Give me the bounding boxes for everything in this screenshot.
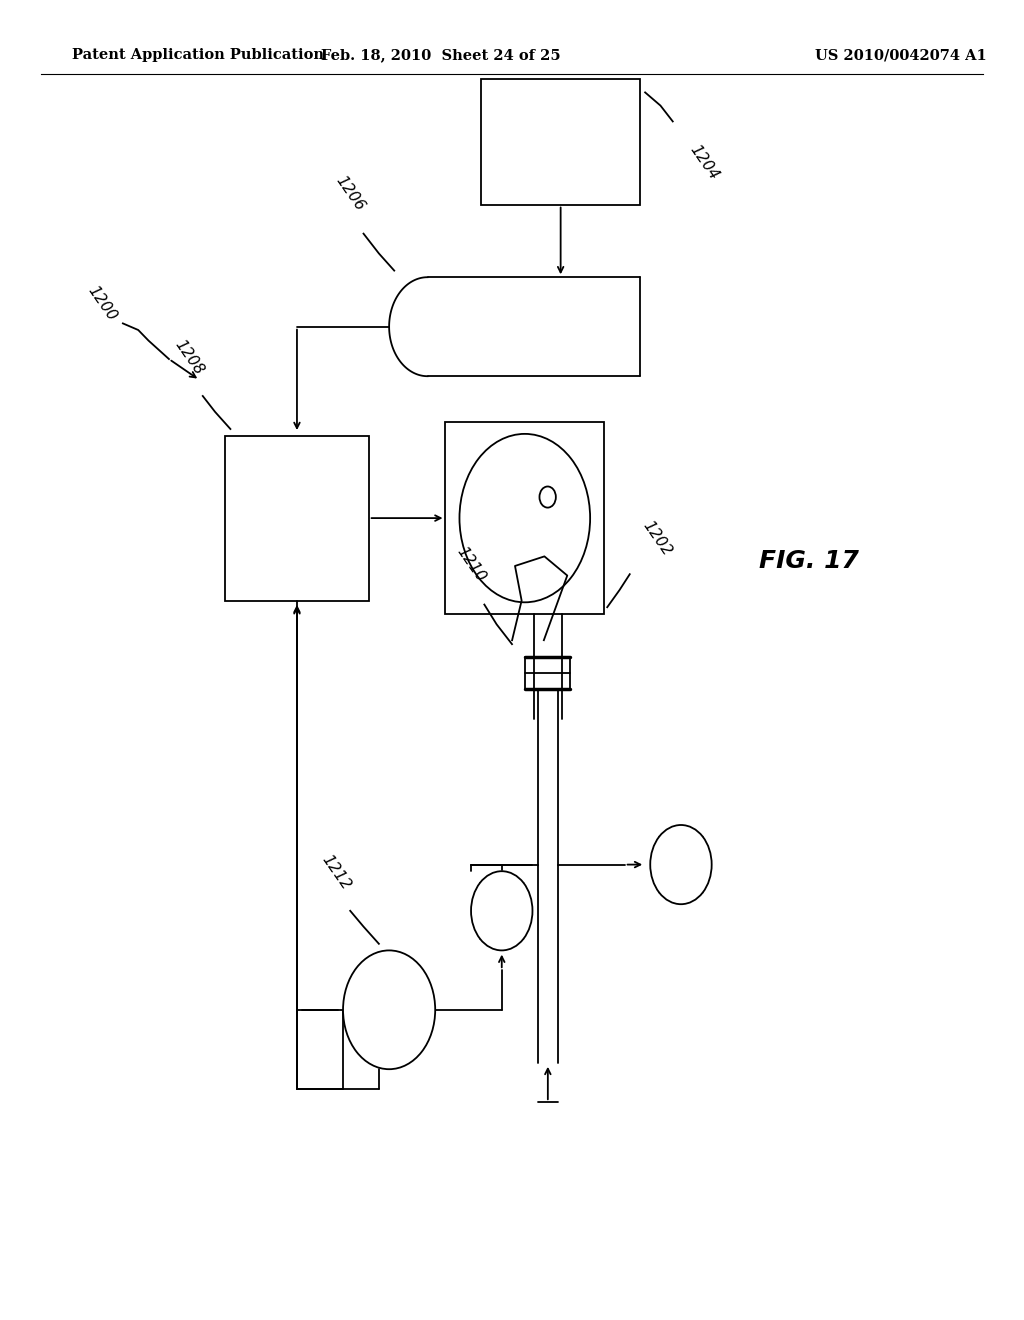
Bar bbox=[481, 79, 640, 205]
Circle shape bbox=[650, 825, 712, 904]
Bar bbox=[428, 277, 640, 376]
Circle shape bbox=[343, 950, 435, 1069]
Text: 1210: 1210 bbox=[454, 544, 488, 585]
Text: 1212: 1212 bbox=[318, 851, 353, 892]
Circle shape bbox=[471, 871, 532, 950]
Circle shape bbox=[460, 434, 590, 602]
Wedge shape bbox=[389, 277, 428, 376]
Text: 1204: 1204 bbox=[687, 143, 722, 183]
Text: US 2010/0042074 A1: US 2010/0042074 A1 bbox=[815, 49, 987, 62]
Text: 1206: 1206 bbox=[333, 173, 368, 214]
Text: 1200: 1200 bbox=[85, 284, 120, 323]
Text: 1202: 1202 bbox=[640, 517, 675, 558]
Circle shape bbox=[540, 487, 556, 508]
Text: 1208: 1208 bbox=[172, 337, 207, 378]
Bar bbox=[445, 422, 604, 614]
Bar bbox=[225, 436, 369, 601]
Text: FIG. 17: FIG. 17 bbox=[759, 549, 859, 573]
Text: Feb. 18, 2010  Sheet 24 of 25: Feb. 18, 2010 Sheet 24 of 25 bbox=[321, 49, 560, 62]
Text: Patent Application Publication: Patent Application Publication bbox=[72, 49, 324, 62]
